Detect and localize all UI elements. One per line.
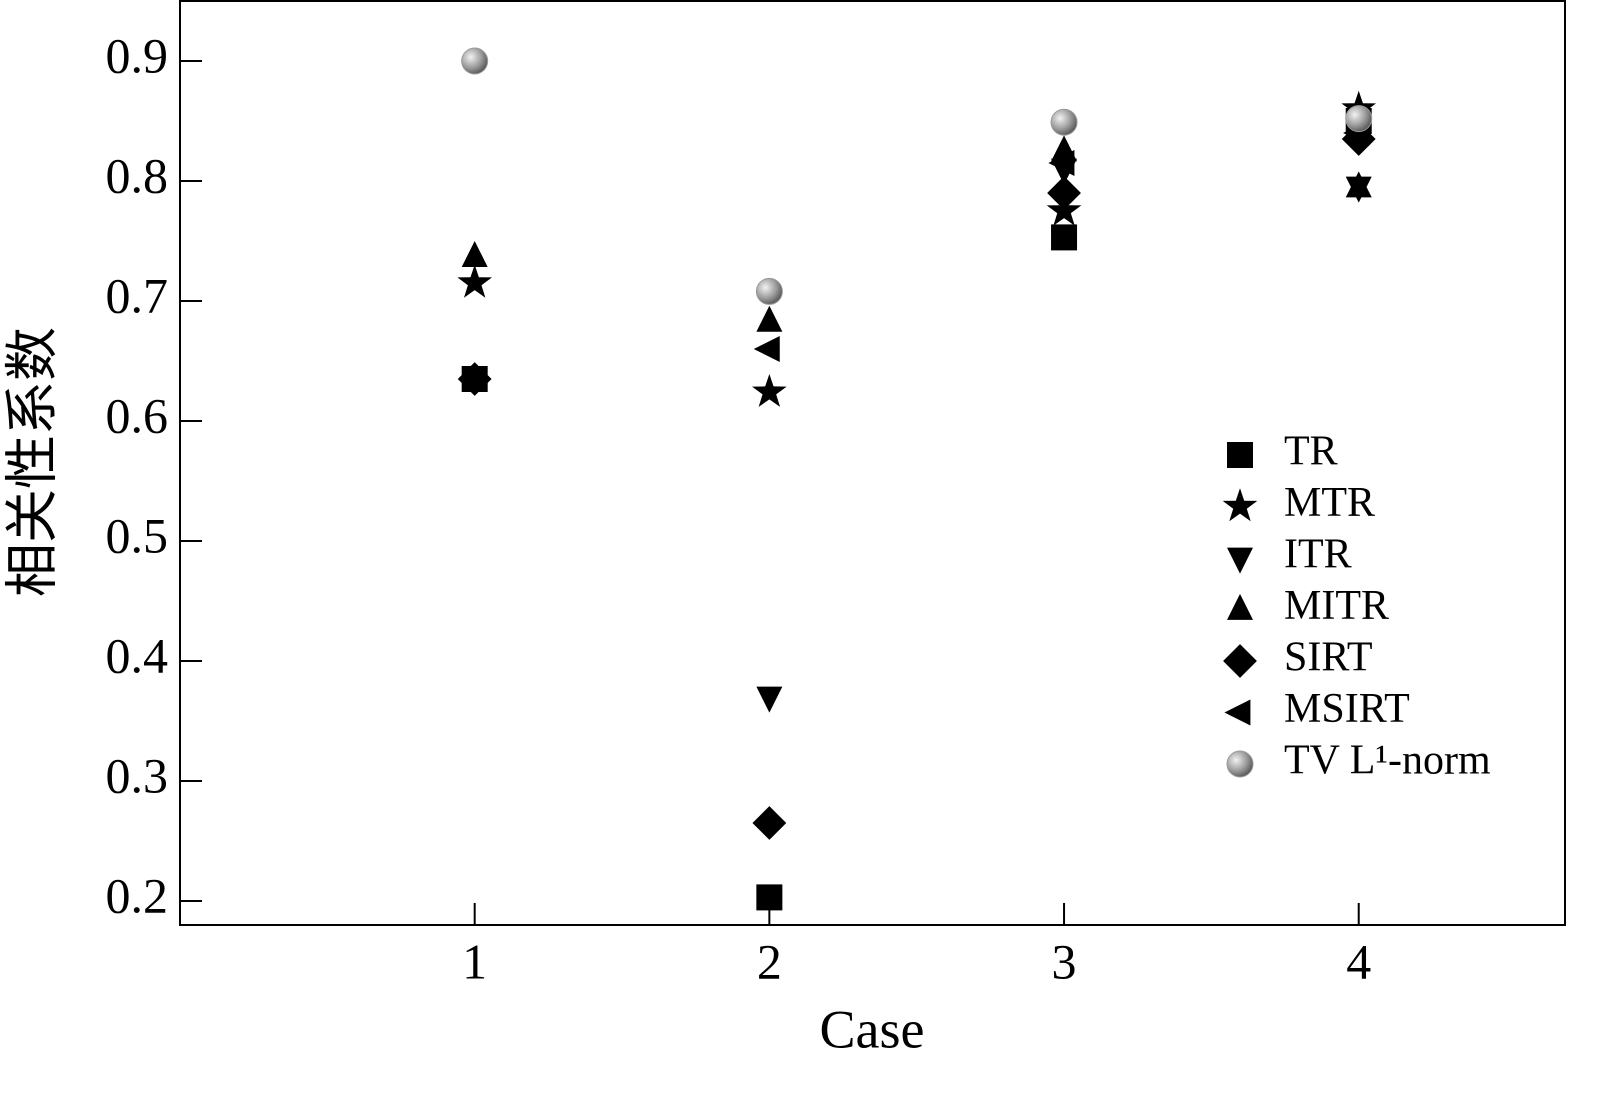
legend-marker [1224,699,1251,726]
data-point [461,47,489,75]
data-point [1048,150,1075,176]
data-point [1050,108,1078,136]
y-tick-label: 0.4 [106,627,169,683]
y-tick-label: 0.2 [106,867,169,923]
data-point [755,277,783,305]
data-point [752,374,787,407]
legend-marker [1227,593,1253,620]
legend-label: TV L¹-norm [1284,738,1491,784]
data-point [459,366,486,392]
y-tick-label: 0.9 [106,27,169,83]
data-point [756,884,783,911]
data-point [756,686,783,713]
legend-label: MTR [1284,480,1375,526]
legend-marker [1227,442,1253,468]
data-point [756,305,783,332]
y-tick-label: 0.8 [106,147,169,203]
y-tick-label: 0.3 [106,747,169,803]
legend-marker [1227,547,1253,574]
legend-label: ITR [1284,532,1352,578]
data-point [1047,176,1081,210]
data-point [753,336,780,362]
data-point [461,241,488,267]
legend-label: MSIRT [1284,686,1410,732]
data-point [1345,105,1373,133]
legend-marker [1222,488,1258,522]
x-axis-title: Case [820,999,925,1059]
legend-label: SIRT [1284,635,1373,681]
x-tick-label: 2 [757,933,782,989]
data-point [1345,171,1372,198]
x-tick-label: 3 [1052,933,1077,989]
plot-frame [179,0,1566,926]
y-axis-title: 相关性系数 [2,327,62,597]
legend-marker [1226,750,1254,778]
x-tick-label: 1 [462,933,487,989]
y-tick-label: 0.6 [106,387,169,443]
legend-label: MITR [1284,583,1389,629]
data-point [457,264,492,298]
data-point [1051,224,1078,251]
data-point [752,806,787,840]
y-tick-label: 0.7 [106,267,169,323]
legend-marker [1223,644,1257,678]
y-tick-label: 0.5 [106,507,169,563]
legend-label: TR [1284,429,1338,475]
x-tick-label: 4 [1346,933,1371,989]
